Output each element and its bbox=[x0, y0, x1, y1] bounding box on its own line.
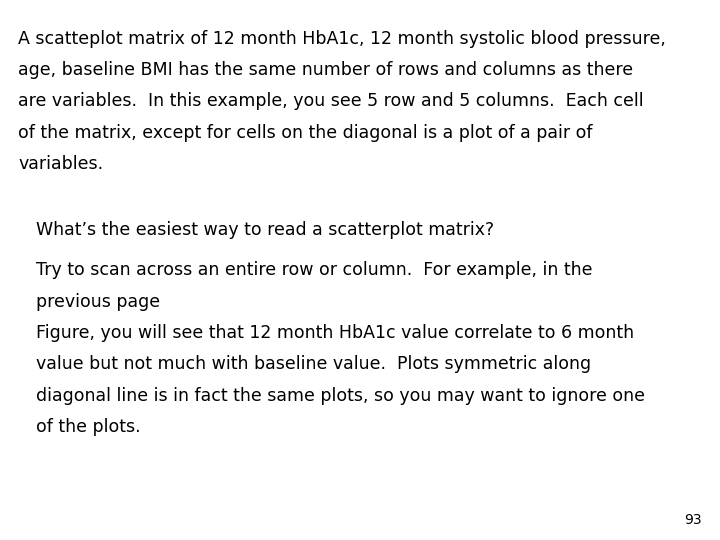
Text: What’s the easiest way to read a scatterplot matrix?: What’s the easiest way to read a scatter… bbox=[36, 221, 494, 239]
Text: variables.: variables. bbox=[18, 155, 103, 173]
Text: Figure, you will see that 12 month HbA1c value correlate to 6 month: Figure, you will see that 12 month HbA1c… bbox=[36, 324, 634, 342]
Text: value but not much with baseline value.  Plots symmetric along: value but not much with baseline value. … bbox=[36, 355, 591, 374]
Text: of the matrix, except for cells on the diagonal is a plot of a pair of: of the matrix, except for cells on the d… bbox=[18, 124, 593, 141]
Text: are variables.  In this example, you see 5 row and 5 columns.  Each cell: are variables. In this example, you see … bbox=[18, 92, 644, 110]
Text: 93: 93 bbox=[685, 512, 702, 526]
Text: Try to scan across an entire row or column.  For example, in the: Try to scan across an entire row or colu… bbox=[36, 261, 593, 280]
Text: diagonal line is in fact the same plots, so you may want to ignore one: diagonal line is in fact the same plots,… bbox=[36, 387, 645, 405]
Text: of the plots.: of the plots. bbox=[36, 418, 140, 436]
Text: age, baseline BMI has the same number of rows and columns as there: age, baseline BMI has the same number of… bbox=[18, 61, 633, 79]
Text: A scatteplot matrix of 12 month HbA1c, 12 month systolic blood pressure,: A scatteplot matrix of 12 month HbA1c, 1… bbox=[18, 30, 666, 48]
Text: previous page: previous page bbox=[36, 293, 160, 311]
